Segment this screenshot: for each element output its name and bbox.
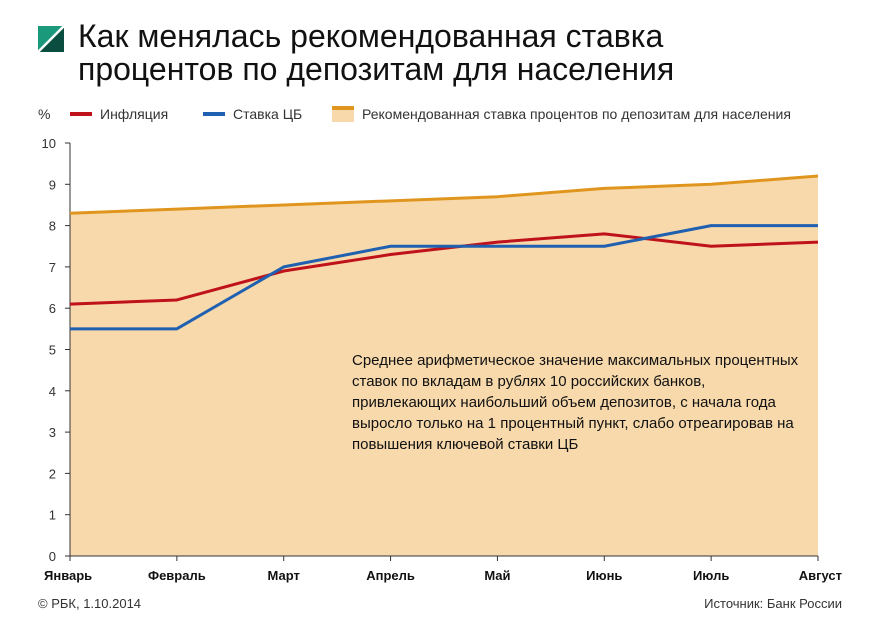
legend-swatch-recommended-rate-line [332,106,354,110]
x-tick-label: Июль [693,568,729,583]
chart-title-line-1: Как менялась рекомендованная ставка [78,18,664,54]
y-tick-label: 2 [49,466,56,481]
y-tick-label: 10 [42,136,56,151]
series-area-fill-recommended-rate [70,176,818,557]
x-tick-label: Август [799,568,842,583]
legend-swatch-inflation [70,112,92,116]
x-tick-label: Март [268,568,300,583]
x-tick-label: Январь [44,568,92,583]
legend-label-inflation: Инфляция [100,106,169,122]
y-tick-label: 7 [49,260,56,275]
legend-item-cb-rate: Ставка ЦБ [203,106,302,122]
y-axis-unit: % [38,106,51,122]
y-tick-label: 1 [49,508,56,523]
legend-item-recommended-rate: Рекомендованная ставка процентов по депо… [332,106,791,122]
rbc-logo-icon [38,26,64,52]
series-line-recommended-rate [69,174,819,215]
y-tick-label: 3 [49,425,56,440]
y-tick-label: 9 [49,177,56,192]
y-tick-label: 4 [49,384,56,399]
x-tick-label: Июнь [586,568,622,583]
copyright-footer: © РБК, 1.10.2014 [38,596,142,611]
x-tick-label: Февраль [148,568,206,583]
legend-label-recommended-rate: Рекомендованная ставка процентов по депо… [362,106,791,122]
series-line-inflation [69,232,819,306]
chart-annotation: Среднее арифметическое значение максимал… [352,352,799,453]
legend-swatch-cb-rate [203,112,225,116]
y-tick-label: 5 [49,343,56,358]
legend-swatch-recommended-rate [332,106,354,122]
x-tick-label: Май [484,568,510,583]
series-line-cb-rate [70,224,818,331]
y-tick-label: 0 [49,549,56,564]
chart-title-line-2: процентов по депозитам для населения [78,51,675,87]
chart-title: Как менялась рекомендованная ставка проц… [78,20,868,86]
y-tick-label: 6 [49,301,56,316]
legend-item-inflation: Инфляция [70,106,168,122]
x-tick-label: Апрель [366,568,415,583]
y-tick-label: 8 [49,219,56,234]
legend-label-cb-rate: Ставка ЦБ [233,106,303,122]
source-footer: Источник: Банк России [704,596,842,611]
